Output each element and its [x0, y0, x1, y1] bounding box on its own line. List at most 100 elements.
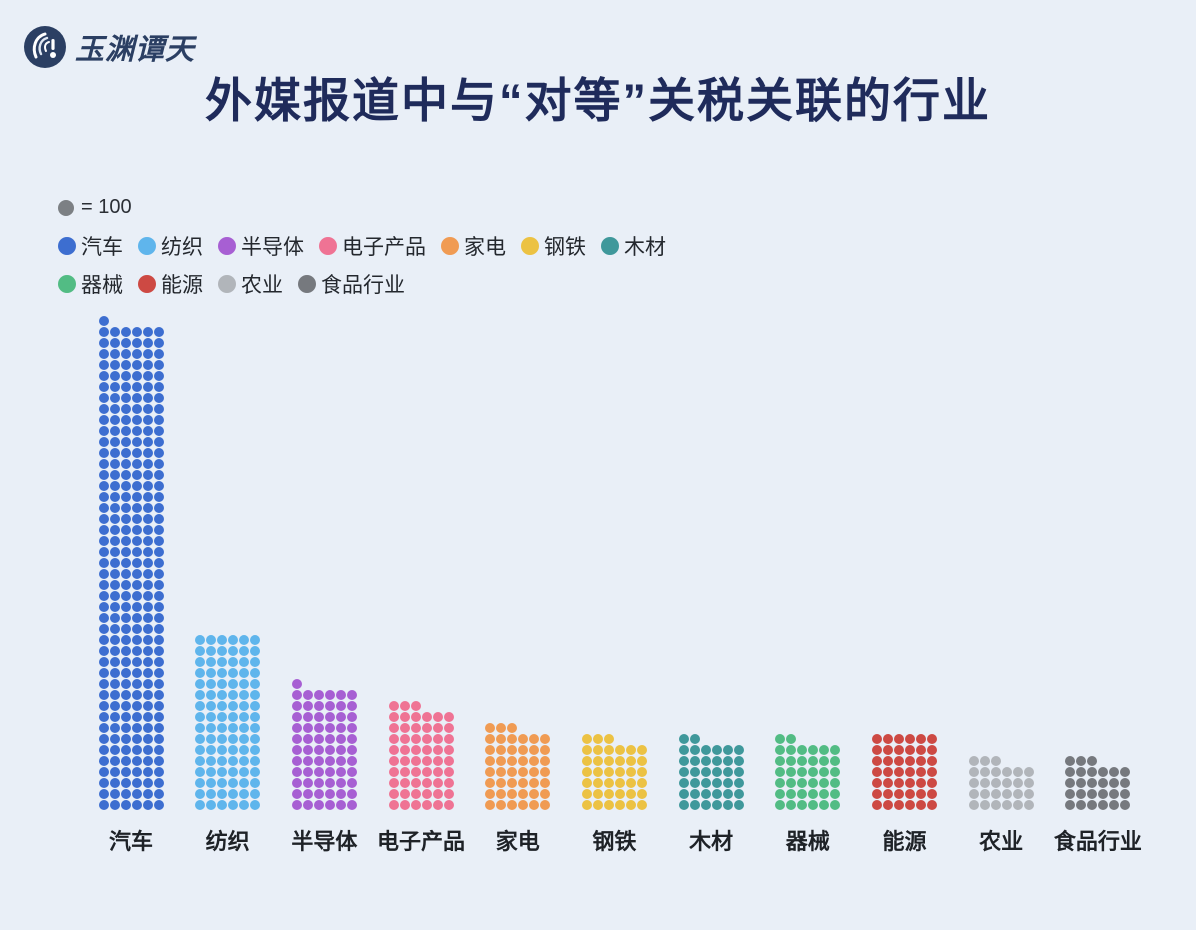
unit-dot	[142, 492, 153, 502]
category-label: 钢铁	[592, 829, 637, 854]
unit-dot	[120, 789, 131, 799]
unit-dot	[410, 745, 421, 755]
unit-dot	[142, 679, 153, 689]
unit-dot	[142, 712, 153, 722]
unit-dot	[388, 789, 399, 799]
unit-dot	[410, 756, 421, 766]
unit-dot	[131, 613, 142, 623]
unit-dot	[927, 745, 937, 755]
dot-row	[678, 756, 744, 766]
unit-dot	[507, 767, 518, 777]
unit-dot	[443, 767, 454, 777]
unit-dot	[990, 756, 1001, 766]
unit-dot	[195, 778, 206, 788]
unit-dot	[927, 778, 937, 788]
unit-dot	[614, 800, 625, 810]
unit-dot	[1120, 800, 1131, 810]
unit-dot	[872, 756, 882, 766]
unit-dot	[98, 635, 109, 645]
unit-dot	[142, 437, 153, 447]
unit-dot	[131, 580, 142, 590]
unit-dot	[291, 701, 302, 711]
unit-dot	[153, 646, 164, 656]
unit-dot	[228, 701, 239, 711]
dot-row	[98, 316, 109, 326]
unit-dot	[98, 745, 109, 755]
unit-dot	[540, 767, 551, 777]
unit-dot	[883, 767, 893, 777]
unit-dot	[592, 745, 603, 755]
unit-dot	[678, 800, 689, 810]
unit-dot	[979, 789, 990, 799]
unit-dot	[239, 712, 250, 722]
unit-dot	[195, 745, 206, 755]
unit-dot	[131, 503, 142, 513]
unit-dot	[195, 690, 206, 700]
dot-row	[195, 734, 261, 744]
unit-dot	[689, 734, 700, 744]
dot-row	[98, 360, 164, 370]
legend-item-label: 食品行业	[321, 274, 405, 297]
dot-row	[98, 800, 164, 810]
unit-dot	[153, 591, 164, 601]
dot-row	[195, 679, 261, 689]
unit-dot	[324, 789, 335, 799]
unit-dot	[443, 789, 454, 799]
unit-dot	[120, 734, 131, 744]
unit-dot	[98, 371, 109, 381]
unit-dot	[678, 734, 689, 744]
chart-column: 电子产品	[376, 700, 466, 856]
unit-dot	[98, 316, 109, 326]
unit-dot	[109, 789, 120, 799]
unit-dot	[894, 800, 904, 810]
unit-dot	[432, 745, 443, 755]
unit-dot	[109, 569, 120, 579]
unit-dot	[195, 767, 206, 777]
unit-dot	[872, 800, 882, 810]
unit-dot	[722, 745, 733, 755]
unit-dot	[335, 701, 346, 711]
dot-stack	[968, 755, 1034, 810]
unit-dot	[786, 734, 797, 744]
unit-dot	[109, 668, 120, 678]
unit-dot	[324, 756, 335, 766]
unit-dot	[153, 360, 164, 370]
unit-dot	[968, 756, 979, 766]
dot-row	[678, 734, 700, 744]
unit-dot	[496, 756, 507, 766]
page-title: 外媒报道中与“对等”关税关联的行业	[205, 74, 991, 127]
dot-row	[98, 635, 164, 645]
unit-dot	[324, 745, 335, 755]
dot-row	[1065, 789, 1131, 799]
dot-row	[775, 778, 841, 788]
unit-dot	[722, 778, 733, 788]
unit-dot	[120, 503, 131, 513]
unit-dot	[120, 426, 131, 436]
dot-row	[195, 701, 261, 711]
unit-dot	[1001, 778, 1012, 788]
dot-row	[968, 756, 1001, 766]
unit-dot	[399, 800, 410, 810]
dot-row	[485, 745, 551, 755]
legend-item-label: 钢铁	[544, 236, 586, 259]
unit-dot	[142, 602, 153, 612]
unit-dot	[131, 679, 142, 689]
unit-dot	[98, 536, 109, 546]
unit-dot	[496, 745, 507, 755]
dot-row	[775, 767, 841, 777]
unit-dot	[98, 448, 109, 458]
chart-column: 纺织	[183, 634, 273, 856]
unit-dot	[217, 800, 228, 810]
unit-dot	[916, 778, 926, 788]
dot-row	[775, 756, 841, 766]
unit-dot	[98, 393, 109, 403]
dot-row	[195, 668, 261, 678]
unit-dot	[689, 745, 700, 755]
unit-dot	[109, 745, 120, 755]
unit-dot	[399, 745, 410, 755]
unit-dot	[1109, 800, 1120, 810]
unit-dot	[968, 767, 979, 777]
unit-dot	[228, 800, 239, 810]
legend-item-label: 家电	[464, 236, 506, 259]
unit-dot	[636, 745, 647, 755]
